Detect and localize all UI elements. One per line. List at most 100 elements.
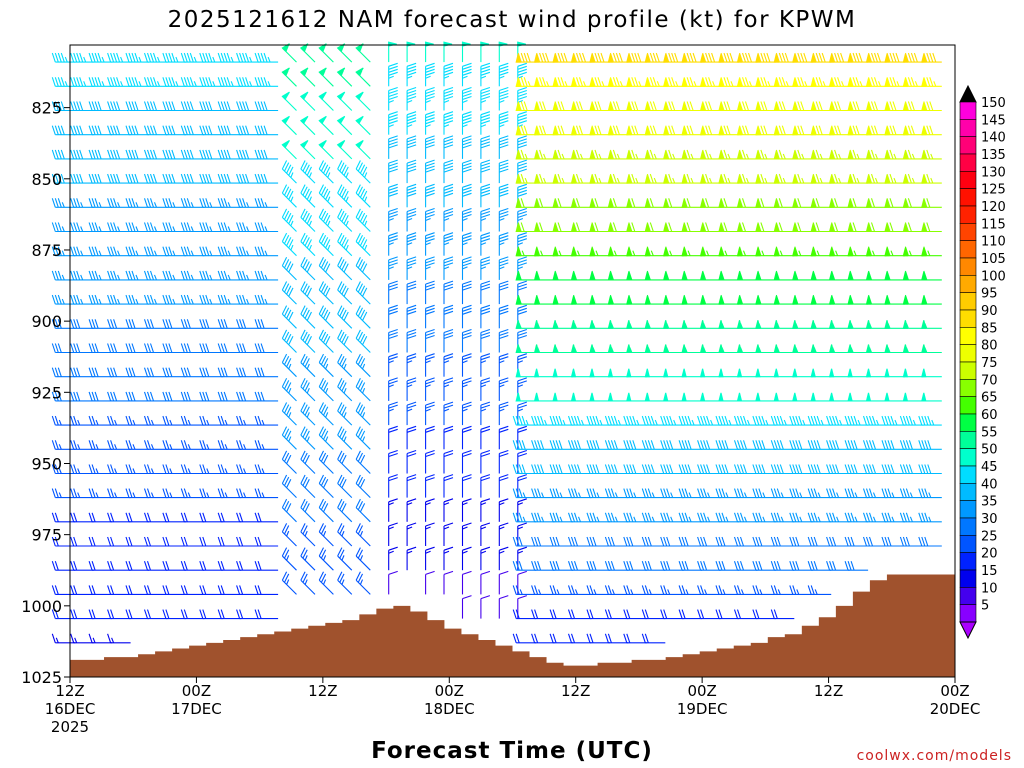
- wind-barb: [254, 319, 279, 329]
- wind-barb: [899, 464, 924, 475]
- wind-barb: [699, 222, 721, 233]
- wind-barb: [300, 426, 316, 450]
- wind-barb: [770, 488, 795, 499]
- wind-barb: [865, 77, 887, 87]
- wind-barb: [217, 488, 242, 499]
- wind-barb: [406, 449, 417, 474]
- wind-barb: [217, 464, 242, 475]
- wind-barb: [644, 125, 666, 136]
- wind-barb: [236, 440, 260, 450]
- wind-barb: [512, 561, 537, 571]
- wind-barb: [733, 561, 758, 571]
- wind-barb: [498, 570, 509, 595]
- wind-barb: [902, 294, 924, 305]
- wind-barb: [589, 344, 610, 354]
- wind-barb: [862, 536, 887, 547]
- wind-barb: [662, 270, 684, 281]
- wind-barb: [480, 328, 491, 353]
- wind-barb: [300, 402, 316, 426]
- wind-barb: [406, 328, 417, 353]
- wind-barb: [921, 392, 942, 402]
- wind-barb: [70, 173, 94, 184]
- wind-barb: [589, 368, 610, 378]
- wind-barb: [736, 101, 758, 112]
- wind-barb: [336, 115, 353, 136]
- wind-barb: [425, 474, 435, 498]
- colorbar-label: 100: [981, 269, 1006, 284]
- wind-barb: [623, 536, 647, 547]
- wind-barb: [406, 86, 417, 111]
- wind-barb: [498, 304, 509, 329]
- wind-barb: [425, 86, 435, 111]
- wind-barb: [789, 488, 813, 499]
- wind-barb: [425, 425, 435, 450]
- wind-barb: [143, 246, 168, 257]
- wind-barb: [515, 77, 537, 87]
- wind-barb: [143, 512, 168, 523]
- wind-barb: [810, 198, 832, 208]
- wind-barb: [718, 270, 739, 281]
- wind-barb: [604, 633, 629, 644]
- wind-barb: [51, 440, 76, 450]
- wind-barb: [107, 319, 131, 329]
- wind-barb: [355, 523, 371, 547]
- wind-barb: [107, 464, 131, 475]
- wind-barb: [406, 111, 417, 135]
- wind-barb: [662, 344, 684, 354]
- wind-barb: [681, 222, 703, 233]
- wind-barb: [461, 183, 472, 208]
- wind-barb: [406, 522, 417, 546]
- wind-barb: [443, 86, 454, 111]
- wind-barb: [792, 52, 813, 63]
- wind-barb: [88, 512, 113, 523]
- wind-barb: [733, 609, 758, 620]
- wind-barb: [254, 77, 279, 87]
- wind-barb: [88, 294, 113, 305]
- wind-barb: [826, 440, 850, 450]
- wind-barb: [828, 222, 850, 233]
- wind-barb: [355, 232, 371, 257]
- wind-barb: [180, 367, 205, 378]
- wind-barb: [755, 101, 776, 112]
- wind-barb: [125, 246, 149, 257]
- wind-barb: [810, 101, 832, 112]
- wind-barb: [567, 512, 592, 523]
- wind-barb: [792, 173, 813, 184]
- wind-barb: [607, 392, 629, 402]
- wind-barb: [644, 52, 666, 63]
- wind-barb: [51, 173, 76, 184]
- wind-barb: [254, 415, 279, 426]
- wind-barb: [604, 464, 629, 475]
- wind-barb: [217, 52, 242, 63]
- wind-barb: [792, 149, 813, 160]
- wind-barb: [881, 415, 905, 426]
- wind-barb: [678, 561, 703, 571]
- wind-barb: [662, 222, 684, 233]
- wind-barb: [847, 368, 869, 378]
- wind-barb: [567, 464, 592, 475]
- wind-barb: [660, 415, 684, 426]
- wind-barb: [125, 391, 149, 402]
- wind-barb: [355, 474, 371, 498]
- wind-barb: [236, 125, 260, 136]
- wind-barb: [884, 101, 905, 112]
- wind-barb: [641, 536, 666, 547]
- wind-barb: [254, 52, 279, 63]
- wind-barb: [570, 294, 592, 305]
- wind-barb: [425, 232, 435, 256]
- wind-barb: [236, 222, 260, 233]
- wind-barb: [899, 415, 924, 426]
- wind-barb: [773, 222, 795, 233]
- colorbar-swatch: [959, 136, 977, 155]
- colorbar-swatch: [959, 101, 977, 120]
- wind-barb: [51, 585, 76, 595]
- wind-barb: [498, 546, 509, 571]
- wind-barb: [406, 546, 417, 571]
- wind-barb: [921, 198, 942, 208]
- wind-barb: [865, 320, 887, 329]
- wind-barb: [143, 101, 168, 112]
- wind-barb: [337, 571, 353, 595]
- wind-barb: [586, 536, 610, 547]
- wind-barb: [180, 585, 205, 595]
- wind-barb: [810, 149, 832, 160]
